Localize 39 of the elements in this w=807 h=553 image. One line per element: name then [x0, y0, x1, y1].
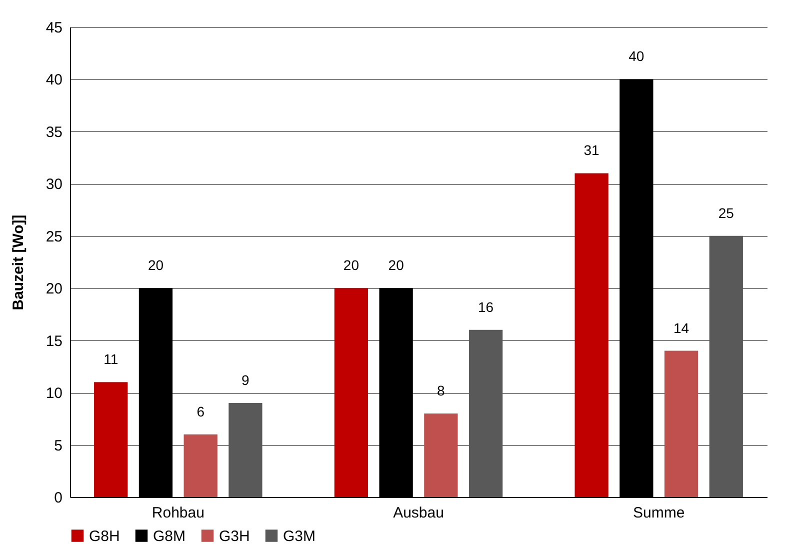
legend-label: G8H	[89, 528, 120, 545]
bar	[94, 382, 128, 497]
y-tick-label: 40	[46, 72, 62, 89]
bar	[334, 288, 368, 497]
y-tick-label: 25	[46, 228, 62, 246]
y-tick-label: 30	[46, 176, 62, 194]
bar	[664, 350, 698, 497]
data-label: 25	[718, 204, 734, 221]
bar	[468, 330, 503, 497]
data-label: 14	[673, 320, 690, 336]
y-tick-label: 45	[46, 20, 62, 36]
y-tick-label: 10	[46, 385, 62, 402]
data-label: 20	[343, 257, 360, 274]
y-tick-label: 15	[46, 332, 62, 350]
data-label: 31	[584, 142, 600, 158]
bar	[574, 173, 608, 497]
data-label: 9	[242, 372, 250, 388]
data-label: 16	[478, 298, 494, 315]
bar	[184, 434, 218, 497]
data-label: 40	[628, 48, 644, 64]
legend-label: G3H	[219, 528, 250, 545]
y-tick-label: 35	[46, 124, 62, 141]
x-tick-label: Rohbau	[152, 504, 204, 522]
legend-label: G3M	[283, 528, 316, 545]
legend-label: G8M	[153, 528, 186, 545]
data-label: 20	[388, 257, 404, 274]
y-axis-title: Bauzeit [Wo]]	[10, 214, 27, 310]
data-label: 8	[437, 382, 446, 398]
bar	[709, 236, 743, 497]
data-label: 20	[148, 257, 164, 274]
bar	[228, 403, 262, 497]
data-label: 6	[196, 403, 205, 420]
y-tick-label: 5	[54, 437, 62, 454]
x-tick-label: Ausbau	[393, 504, 444, 522]
y-tick-label: 0	[54, 490, 62, 506]
bar	[424, 413, 458, 497]
y-tick-label: 20	[46, 280, 62, 298]
data-label: 11	[104, 351, 118, 368]
x-tick-label: Summe	[633, 504, 685, 522]
